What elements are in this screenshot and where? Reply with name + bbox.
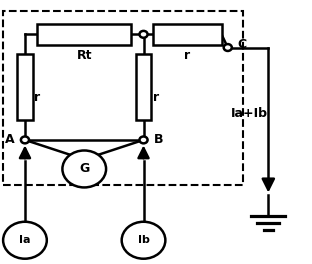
Text: r: r xyxy=(153,91,159,104)
Circle shape xyxy=(21,136,29,143)
Text: Rt: Rt xyxy=(76,49,92,62)
Text: r: r xyxy=(34,91,41,104)
Circle shape xyxy=(139,31,148,38)
Text: B: B xyxy=(154,133,164,147)
Bar xyxy=(3,11,243,185)
Bar xyxy=(17,54,33,120)
Text: Ib: Ib xyxy=(138,235,149,245)
Circle shape xyxy=(122,222,165,259)
Circle shape xyxy=(62,150,106,187)
Text: G: G xyxy=(79,162,89,176)
Circle shape xyxy=(224,44,232,51)
Text: C: C xyxy=(237,38,246,51)
Text: Ia+Ib: Ia+Ib xyxy=(231,107,268,120)
Text: r: r xyxy=(184,49,190,62)
Circle shape xyxy=(139,136,148,143)
Bar xyxy=(153,24,222,45)
Text: Ia: Ia xyxy=(19,235,31,245)
Bar xyxy=(37,24,131,45)
Text: A: A xyxy=(5,133,14,147)
Circle shape xyxy=(3,222,47,259)
Bar xyxy=(136,54,151,120)
